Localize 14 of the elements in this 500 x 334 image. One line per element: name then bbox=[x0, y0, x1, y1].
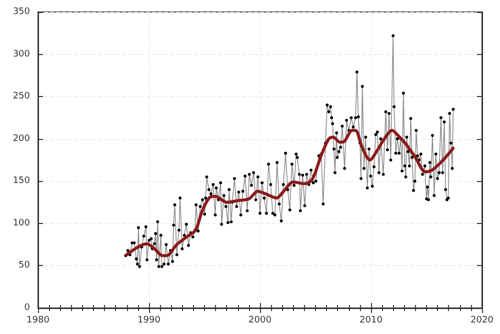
x-tick-label: 2010 bbox=[360, 316, 383, 326]
line-series bbox=[125, 128, 455, 258]
x-tick-label: 1990 bbox=[138, 316, 161, 326]
y-tick-label: 200 bbox=[12, 134, 30, 144]
x-tick-label: 2000 bbox=[248, 316, 272, 326]
x-tick-label: 1980 bbox=[26, 316, 50, 326]
y-tick-label: 50 bbox=[18, 260, 30, 271]
y-tick-label: 150 bbox=[12, 176, 30, 186]
x-tick-label: 2020 bbox=[470, 316, 494, 326]
y-tick-label: 350 bbox=[12, 7, 30, 17]
y-tick-label: 100 bbox=[12, 218, 30, 228]
y-tick-label: 250 bbox=[12, 92, 30, 102]
y-tick-label: 0 bbox=[24, 303, 30, 313]
y-tick-label: 300 bbox=[12, 49, 30, 60]
